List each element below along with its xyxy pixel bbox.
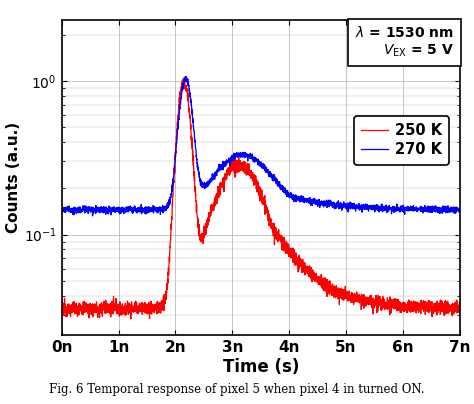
X-axis label: Time (s): Time (s) [222,358,299,376]
270 K [212,172,218,177]
250 K [59,307,64,311]
Text: $\lambda$ = 1530 nm
$V_{\mathrm{EX}}$ = 5 V: $\lambda$ = 1530 nm $V_{\mathrm{EX}}$ = … [355,25,454,59]
270 K [59,206,64,211]
Legend: 250 K, 270 K: 250 K, 270 K [354,116,449,165]
250 K [104,309,110,314]
250 K [449,314,455,318]
270 K [183,74,189,79]
250 K [229,166,235,171]
250 K [407,308,412,313]
Y-axis label: Counts (a.u.): Counts (a.u.) [6,122,21,234]
270 K [407,205,412,210]
270 K [90,214,95,219]
250 K [128,310,134,315]
270 K [457,207,463,212]
250 K [212,198,218,203]
270 K [128,207,134,212]
270 K [229,155,235,160]
Line: 270 K: 270 K [62,76,460,216]
Text: Fig. 6 Temporal response of pixel 5 when pixel 4 in turned ON.: Fig. 6 Temporal response of pixel 5 when… [49,383,425,396]
Line: 250 K: 250 K [62,77,460,319]
250 K [457,299,463,304]
270 K [449,206,455,210]
270 K [104,208,110,213]
250 K [128,316,134,321]
250 K [182,75,187,80]
